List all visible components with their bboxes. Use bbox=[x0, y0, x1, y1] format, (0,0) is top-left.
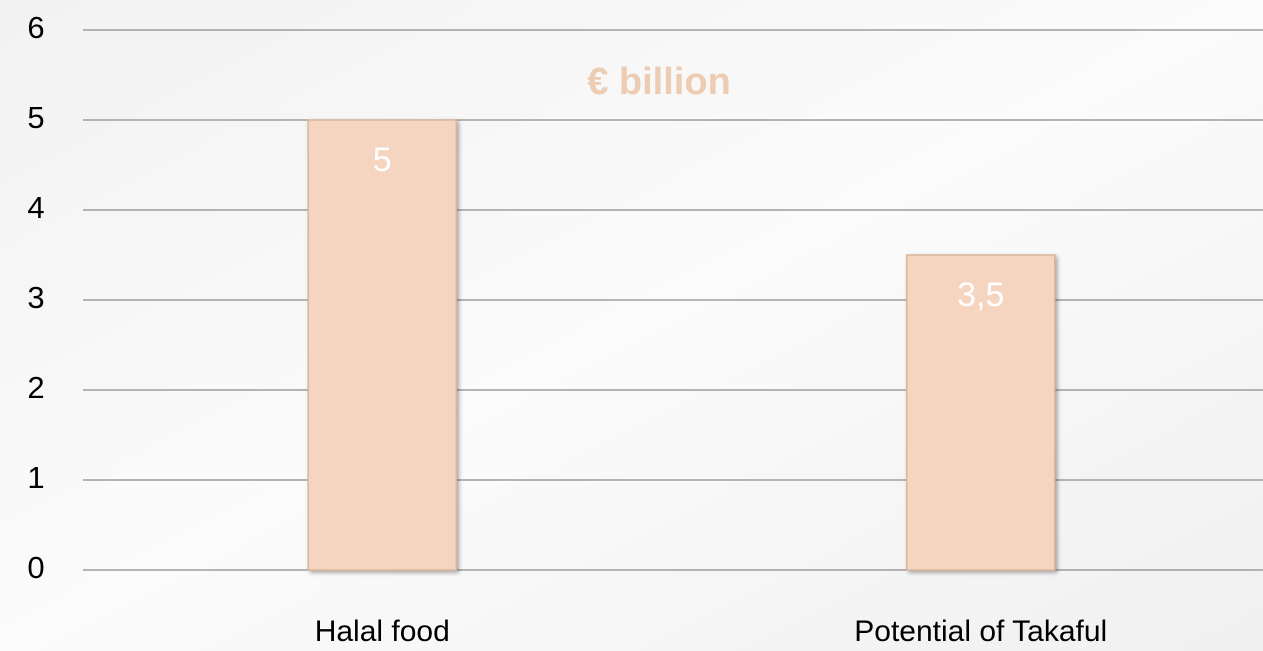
chart-title: € billion bbox=[587, 61, 731, 103]
y-tick-label: 6 bbox=[27, 10, 44, 45]
bar bbox=[906, 254, 1056, 571]
y-tick-label: 4 bbox=[27, 190, 44, 225]
x-tick-label: Potential of Takaful bbox=[854, 615, 1107, 648]
value-label: 5 bbox=[373, 141, 392, 179]
y-tick-label: 5 bbox=[27, 100, 44, 135]
y-tick-label: 1 bbox=[27, 460, 44, 495]
x-tick-label: Halal food bbox=[315, 615, 450, 648]
y-tick-label: 0 bbox=[27, 550, 44, 585]
y-tick-label: 3 bbox=[27, 280, 44, 315]
value-label: 3,5 bbox=[957, 276, 1004, 314]
y-tick-label: 2 bbox=[27, 370, 44, 405]
bar bbox=[307, 119, 457, 571]
